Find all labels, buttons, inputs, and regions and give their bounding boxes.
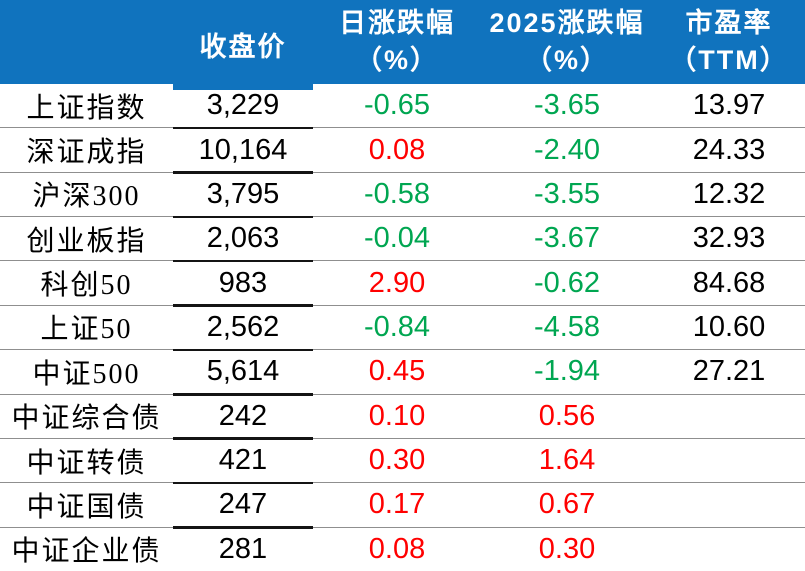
table-row: 上证指数 3,229 -0.65 -3.65 13.97 (0, 84, 805, 130)
close-price: 2,063 (173, 217, 313, 263)
close-price: 421 (173, 439, 313, 485)
day-change-value: 0.30 (368, 444, 426, 477)
header-cell-day-change: 日涨跌幅 （%） (313, 0, 481, 84)
table-body: 上证指数 3,229 -0.65 -3.65 13.97 深证成指 10,164… (0, 84, 805, 571)
pe-ttm-value: 10.60 (692, 310, 766, 343)
day-change-value: -0.04 (363, 222, 431, 255)
index-name: 中证转债 (26, 447, 147, 479)
day-change-value: 0.10 (368, 399, 426, 432)
header-cell-empty (0, 0, 173, 84)
day-change-value: -0.58 (363, 177, 431, 210)
header-ytd-unit: （%） (524, 45, 609, 75)
header-pe-label: 市盈率 (685, 8, 773, 38)
table-row: 中证综合债 242 0.10 0.56 (0, 395, 805, 441)
index-name: 中证综合债 (11, 403, 162, 435)
ytd-change-value: 1.64 (538, 444, 596, 477)
header-cell-ytd-change: 2025涨跌幅 （%） (481, 0, 653, 84)
ytd-change-value: 0.67 (538, 488, 596, 521)
index-name: 科创50 (40, 270, 133, 302)
day-change-value: 0.45 (368, 355, 426, 388)
ytd-change-value: -0.62 (533, 266, 601, 299)
ytd-change-value: -2.40 (533, 133, 601, 166)
day-change-value: -0.84 (363, 310, 431, 343)
table-row: 深证成指 10,164 0.08 -2.40 24.33 (0, 128, 805, 175)
ytd-change-value: 0.30 (538, 532, 596, 565)
day-change-value: -0.65 (363, 89, 431, 122)
header-day-label: 日涨跌幅 (339, 8, 455, 38)
close-price: 983 (173, 261, 313, 308)
table-row: 中证国债 247 0.17 0.67 (0, 483, 805, 529)
index-name: 中证国债 (26, 491, 147, 523)
table-row: 创业板指 2,063 -0.04 -3.67 32.93 (0, 217, 805, 263)
ytd-change-value: -4.58 (533, 310, 601, 343)
table-row: 中证500 5,614 0.45 -1.94 27.21 (0, 350, 805, 396)
ytd-change-value: -1.94 (533, 355, 601, 388)
pe-ttm-value: 27.21 (692, 355, 766, 388)
table-header-row: 收盘价 日涨跌幅 （%） 2025涨跌幅 （%） 市盈率 （TTM） (0, 0, 805, 84)
index-name: 深证成指 (26, 137, 147, 169)
ytd-change-value: 0.56 (538, 399, 596, 432)
close-price: 2,562 (173, 306, 313, 352)
header-close-label: 收盘价 (199, 32, 287, 62)
index-name: 中证企业债 (11, 536, 162, 568)
close-price: 281 (218, 532, 268, 565)
header-cell-pe: 市盈率 （TTM） (653, 0, 805, 84)
table-row: 中证企业债 281 0.08 0.30 (0, 528, 805, 571)
close-price: 242 (173, 395, 313, 441)
header-pe-unit: （TTM） (669, 45, 789, 75)
close-price: 10,164 (173, 128, 313, 175)
header-ytd-label: 2025涨跌幅 (489, 8, 645, 38)
close-price: 3,229 (173, 84, 313, 130)
close-price: 247 (173, 483, 313, 529)
table-row: 沪深300 3,795 -0.58 -3.55 12.32 (0, 173, 805, 219)
day-change-value: 0.17 (368, 488, 426, 521)
day-change-value: 0.08 (368, 133, 426, 166)
pe-ttm-value: 13.97 (692, 89, 766, 122)
ytd-change-value: -3.65 (533, 89, 601, 122)
table-row: 上证50 2,562 -0.84 -4.58 10.60 (0, 306, 805, 352)
header-day-unit: （%） (354, 45, 439, 75)
table-row: 科创50 983 2.90 -0.62 84.68 (0, 261, 805, 308)
pe-ttm-value: 24.33 (692, 133, 766, 166)
index-name: 上证指数 (26, 92, 147, 124)
close-price: 3,795 (173, 173, 313, 219)
day-change-value: 0.08 (368, 532, 426, 565)
index-name: 沪深300 (32, 181, 141, 213)
index-name: 创业板指 (26, 225, 147, 257)
pe-ttm-value: 12.32 (692, 177, 766, 210)
header-cell-close: 收盘价 (173, 0, 313, 84)
close-column-header-tab (173, 84, 313, 90)
ytd-change-value: -3.55 (533, 177, 601, 210)
close-price: 5,614 (173, 350, 313, 396)
table-row: 中证转债 421 0.30 1.64 (0, 439, 805, 485)
day-change-value: 2.90 (368, 266, 426, 299)
index-name: 上证50 (40, 314, 133, 346)
ytd-change-value: -3.67 (533, 222, 601, 255)
index-name: 中证500 (32, 358, 141, 390)
pe-ttm-value: 32.93 (692, 222, 766, 255)
pe-ttm-value: 84.68 (692, 266, 766, 299)
